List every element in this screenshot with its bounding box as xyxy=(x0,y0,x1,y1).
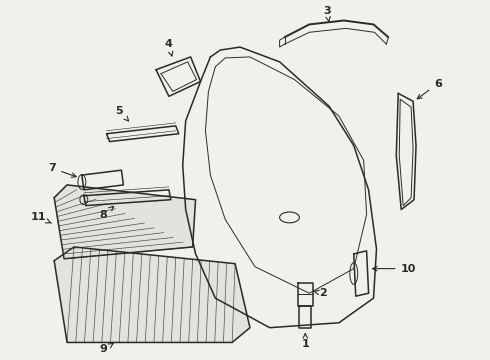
Polygon shape xyxy=(84,190,171,206)
Polygon shape xyxy=(54,185,196,259)
Polygon shape xyxy=(54,247,250,342)
Text: 10: 10 xyxy=(372,264,416,274)
Polygon shape xyxy=(82,170,123,190)
Text: 9: 9 xyxy=(99,343,113,354)
Text: 2: 2 xyxy=(314,288,327,298)
Polygon shape xyxy=(183,47,376,328)
Text: 8: 8 xyxy=(100,206,114,220)
Text: 6: 6 xyxy=(417,78,441,99)
Polygon shape xyxy=(107,126,179,141)
Text: 5: 5 xyxy=(116,106,128,121)
Text: 11: 11 xyxy=(30,212,51,223)
Polygon shape xyxy=(298,283,313,306)
Text: 3: 3 xyxy=(323,6,331,22)
Text: 1: 1 xyxy=(301,333,309,350)
Text: 7: 7 xyxy=(49,163,76,177)
Polygon shape xyxy=(156,57,200,96)
Polygon shape xyxy=(299,306,311,328)
Text: 4: 4 xyxy=(165,39,173,56)
Polygon shape xyxy=(354,251,368,296)
Polygon shape xyxy=(396,93,416,210)
